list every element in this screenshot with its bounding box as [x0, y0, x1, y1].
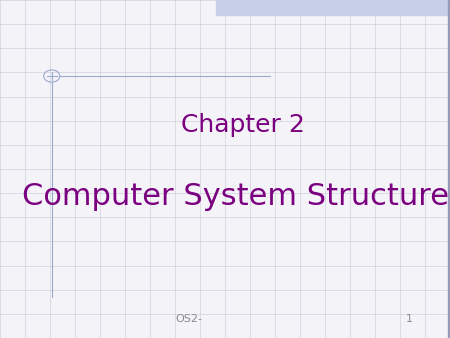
Text: OS2-: OS2- [176, 314, 202, 324]
Text: Computer System Structures: Computer System Structures [22, 182, 450, 211]
Text: Chapter 2: Chapter 2 [181, 113, 305, 137]
Text: 1: 1 [406, 314, 413, 324]
Bar [448, 0, 450, 338]
Bar [216, 0, 450, 15]
